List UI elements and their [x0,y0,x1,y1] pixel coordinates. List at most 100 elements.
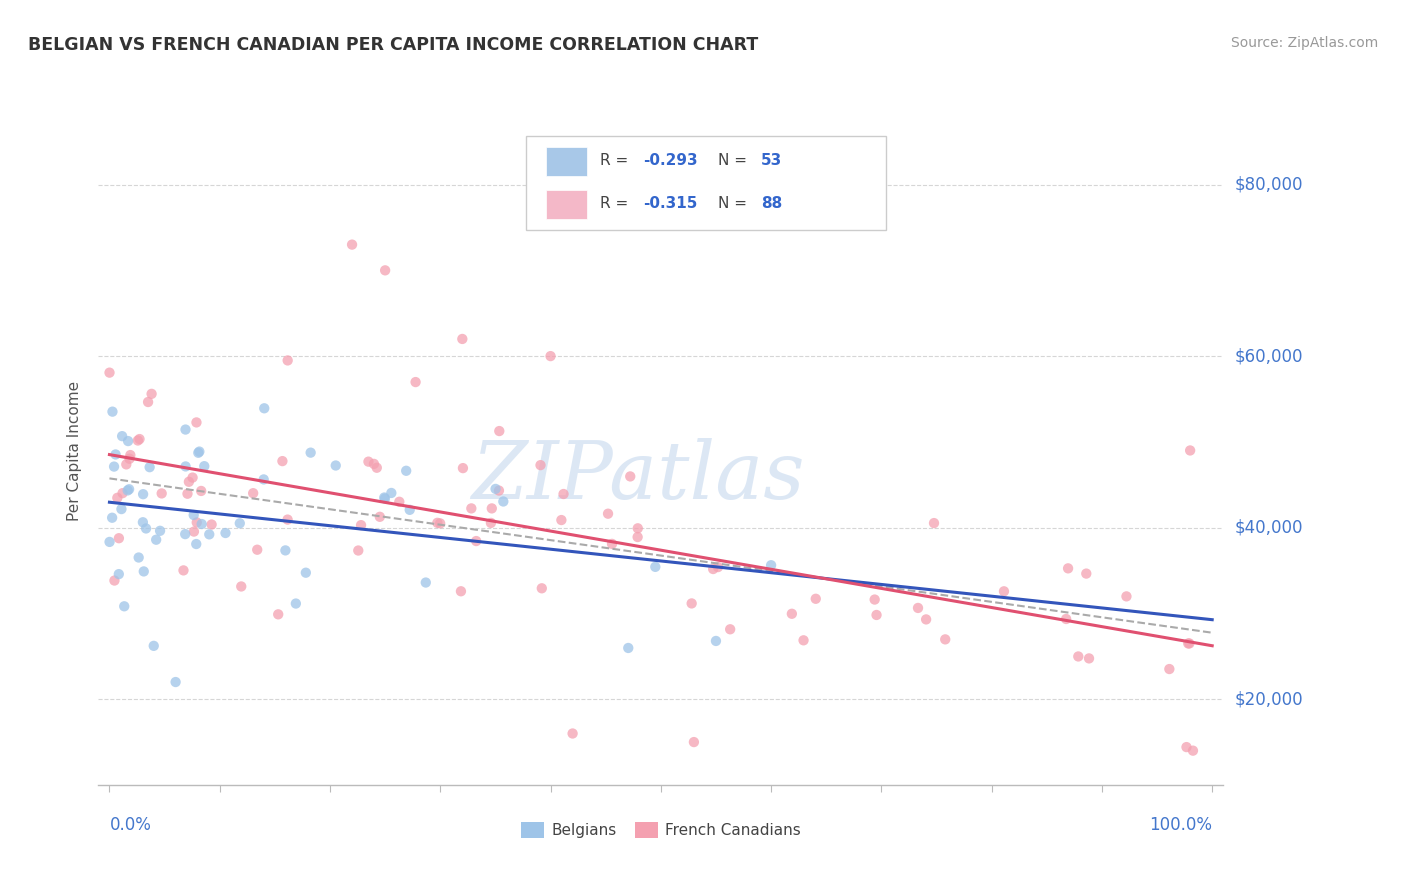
Point [145,533,167,547]
Point [101,510,124,524]
Point [922,516,945,530]
Point [135,521,157,535]
Point [246,542,269,557]
Point [759,558,782,573]
Point [187,446,209,460]
Point [253,401,276,416]
Point [193,459,215,474]
Point [229,516,252,531]
Point [274,543,297,558]
Point [380,486,402,500]
Point [540,349,562,363]
Point [176,487,198,501]
Point [299,445,322,459]
Point [915,612,938,626]
Point [186,516,208,530]
Point [136,395,159,409]
Point [132,565,155,579]
Point [529,458,551,472]
Point [479,516,502,530]
Text: ZIPatlas: ZIPatlas [471,439,806,516]
Point [363,457,385,471]
Point [104,447,127,461]
Point [1178,636,1201,650]
Point [1159,662,1181,676]
Point [108,567,131,582]
Point [429,516,451,531]
Point [177,475,200,489]
FancyBboxPatch shape [546,147,586,176]
Text: 0.0%: 0.0% [110,815,152,833]
Point [366,460,388,475]
Point [550,513,572,527]
Point [183,524,205,539]
Point [1178,443,1201,458]
Point [617,640,640,655]
Point [198,527,221,541]
Point [793,633,815,648]
Point [186,416,208,430]
Text: 88: 88 [761,196,782,211]
Text: N =: N = [718,153,752,168]
Point [415,575,437,590]
Point [201,517,224,532]
Point [450,584,472,599]
Point [1067,649,1090,664]
Text: $60,000: $60,000 [1234,347,1303,365]
Point [350,518,373,533]
Point [117,434,139,448]
Point [530,582,553,596]
Point [277,512,299,526]
Point [325,458,347,473]
Point [150,486,173,500]
Point [395,464,418,478]
Point [600,537,623,551]
Point [492,494,515,508]
Point [405,375,427,389]
Point [132,515,155,529]
Point [110,502,132,516]
Point [117,483,139,498]
Text: N =: N = [718,196,752,211]
Point [165,675,187,690]
Point [347,543,370,558]
Point [1057,561,1080,575]
Point [374,263,396,277]
Point [804,591,827,606]
Point [174,527,197,541]
Point [142,639,165,653]
Point [112,599,135,614]
Point [108,531,131,545]
Point [242,486,264,500]
Point [1177,636,1199,650]
Point [340,237,363,252]
Point [488,424,510,438]
Point [683,735,706,749]
Point [1175,740,1198,755]
Point [1115,590,1137,604]
Point [128,432,150,446]
Point [149,524,172,538]
Point [934,632,956,647]
Point [398,503,420,517]
Point [374,491,396,506]
Point [681,596,703,610]
Text: R =: R = [600,196,633,211]
Text: $80,000: $80,000 [1234,176,1303,194]
Point [118,451,141,466]
Point [231,579,253,593]
Point [780,607,803,621]
Point [271,454,294,468]
Point [127,434,149,448]
Point [1076,566,1098,581]
FancyBboxPatch shape [526,136,886,230]
Point [98,535,121,549]
Point [368,509,391,524]
Point [707,560,730,574]
Text: -0.293: -0.293 [643,153,697,168]
Text: BELGIAN VS FRENCH CANADIAN PER CAPITA INCOME CORRELATION CHART: BELGIAN VS FRENCH CANADIAN PER CAPITA IN… [28,36,758,54]
Point [174,459,197,474]
Point [1054,612,1077,626]
Text: 100.0%: 100.0% [1149,815,1212,833]
Point [865,607,887,622]
